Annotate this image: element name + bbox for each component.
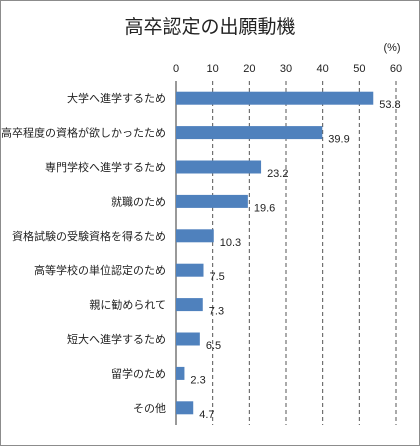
x-tick-label: 30 bbox=[280, 63, 292, 75]
category-label: その他 bbox=[133, 402, 166, 415]
category-label: 短大へ進学するため bbox=[67, 332, 166, 346]
data-label: 4.7 bbox=[199, 409, 214, 421]
chart-title: 高卒認定の出願動機 bbox=[124, 16, 295, 38]
data-label: 7.3 bbox=[209, 306, 224, 318]
data-label: 6.5 bbox=[206, 340, 221, 352]
category-label: 大学へ進学するため bbox=[67, 91, 166, 105]
x-tick-label: 60 bbox=[390, 63, 402, 75]
category-label: 高卒程度の資格が欲しかったため bbox=[1, 126, 166, 140]
unit-label: (%) bbox=[383, 42, 400, 54]
category-label: 専門学校へ進学するため bbox=[45, 160, 166, 174]
x-tick-label: 0 bbox=[173, 63, 179, 75]
data-label: 10.3 bbox=[220, 237, 241, 249]
x-axis-tick-labels: 0 10 20 30 40 50 60 bbox=[173, 63, 402, 75]
data-label: 7.5 bbox=[210, 271, 225, 283]
data-label: 23.2 bbox=[267, 168, 288, 180]
bar bbox=[176, 194, 248, 208]
category-label: 就職のため bbox=[111, 194, 166, 208]
bar bbox=[176, 126, 323, 140]
bar bbox=[176, 229, 214, 243]
bar bbox=[176, 298, 203, 312]
data-label: 19.6 bbox=[254, 202, 275, 214]
x-tick-label: 20 bbox=[243, 63, 255, 75]
bar bbox=[176, 332, 200, 346]
data-label: 53.8 bbox=[379, 99, 400, 111]
bar bbox=[176, 401, 194, 415]
x-tick-label: 40 bbox=[317, 63, 329, 75]
bar bbox=[176, 366, 185, 380]
bar bbox=[176, 263, 204, 277]
value-labels: 53.8 39.9 23.2 19.6 10.3 7.5 7.3 6.5 2.3 4.7 bbox=[190, 99, 400, 421]
category-label: 留学のため bbox=[111, 366, 166, 380]
data-label: 2.3 bbox=[190, 374, 205, 386]
bars bbox=[176, 91, 374, 415]
category-label: 高等学校の単位認定のため bbox=[34, 263, 166, 277]
bar bbox=[176, 160, 262, 174]
category-label: 親に勧められて bbox=[89, 298, 166, 312]
x-tick-label: 10 bbox=[207, 63, 219, 75]
category-label: 資格試験の受験資格を得るため bbox=[12, 229, 166, 243]
bar bbox=[176, 91, 374, 105]
data-label: 39.9 bbox=[328, 134, 349, 146]
category-labels: 大学へ進学するため高卒程度の資格が欲しかったため専門学校へ進学するため就職のため… bbox=[1, 91, 166, 415]
x-tick-label: 50 bbox=[353, 63, 365, 75]
